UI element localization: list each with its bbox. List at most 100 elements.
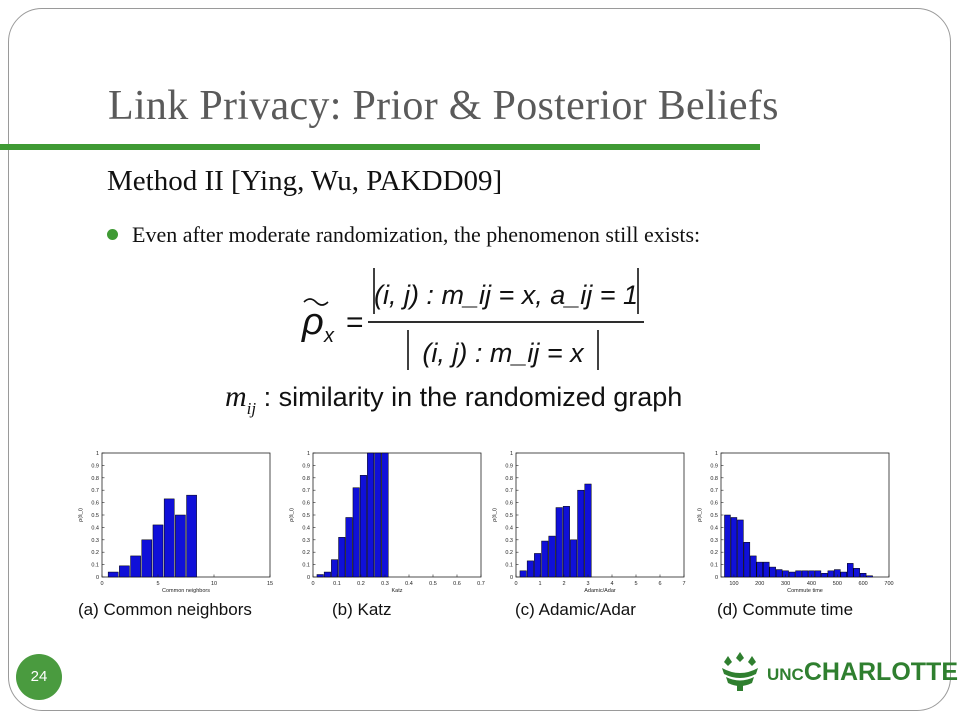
y-tick-label: 0.1 — [302, 563, 310, 569]
bar — [141, 539, 153, 578]
bar — [814, 570, 822, 578]
y-tick-label: 0.3 — [302, 538, 310, 544]
x-tick-label: 10 — [211, 581, 217, 587]
tilde-mark — [303, 298, 329, 306]
y-tick-label: 0.2 — [505, 550, 513, 556]
bar — [763, 561, 770, 578]
y-tick-label: 0.8 — [91, 476, 99, 482]
y-tick-label: 0.5 — [710, 513, 718, 519]
x-tick-label: 0.6 — [453, 581, 461, 587]
y-tick-label: 0.1 — [505, 563, 513, 569]
caption-commute-time: (d) Commute time — [717, 600, 854, 619]
plot-frame — [515, 452, 685, 578]
y-tick-label: 0.2 — [302, 550, 310, 556]
y-axis-label: ρ(ŝ_i) — [697, 508, 703, 522]
bar — [359, 475, 367, 578]
y-tick-label: 1 — [510, 451, 513, 457]
y-tick-label: 0.7 — [505, 488, 513, 494]
y-tick-label: 0.5 — [91, 513, 99, 519]
y-axis-label: ρ(ŝ_i) — [289, 508, 295, 522]
x-tick-label: 4 — [610, 581, 613, 587]
x-tick-label: 0.1 — [333, 581, 341, 587]
y-tick-label: 0.3 — [91, 538, 99, 544]
bar — [827, 570, 835, 578]
x-axis-label: Commute time — [787, 588, 823, 594]
caption-adamic-adar: (c) Adamic/Adar — [515, 600, 636, 619]
formula-equals: = — [346, 306, 364, 339]
y-tick-label: 0.7 — [302, 488, 310, 494]
y-tick-label: 0.6 — [91, 501, 99, 507]
y-tick-label: 0.8 — [710, 476, 718, 482]
slide-frame — [8, 8, 951, 711]
y-axis-label: ρ(ŝ_i) — [492, 508, 498, 522]
x-tick-label: 5 — [634, 581, 637, 587]
bar — [541, 540, 549, 578]
posterior-formula: ρ x = (i, j) : m_ij = x, a_ij = 1 (i, j)… — [301, 268, 644, 370]
bar — [795, 570, 802, 578]
bar — [381, 452, 389, 578]
bar — [769, 566, 776, 578]
unc-charlotte-logo: UNCCHARLOTTE — [718, 650, 958, 692]
bar — [323, 571, 331, 578]
x-tick-label: 3 — [586, 581, 589, 587]
y-tick-label: 0.7 — [710, 488, 718, 494]
x-tick-label: 0 — [100, 581, 103, 587]
bar — [519, 570, 527, 578]
y-tick-label: 0.8 — [505, 476, 513, 482]
bar — [750, 555, 757, 578]
y-tick-label: 0.3 — [710, 538, 718, 544]
caption-common-neighbors: (a) Common neighbors — [78, 600, 252, 619]
bullet-text: Even after moderate randomization, the p… — [132, 222, 701, 247]
x-tick-label: 200 — [755, 581, 764, 587]
formula-rho: ρ — [301, 301, 324, 343]
y-tick-label: 0.9 — [302, 463, 310, 469]
slide-subtitle: Method II [Ying, Wu, PAKDD09] — [107, 165, 503, 197]
bar — [562, 506, 570, 578]
x-tick-label: 6 — [658, 581, 661, 587]
bar — [186, 494, 197, 578]
y-tick-label: 0 — [96, 575, 99, 581]
caption-katz: (b) Katz — [332, 600, 392, 619]
x-axis-label: Common neighbors — [162, 588, 210, 594]
chart-commute-time: 100 200 300 400 500 600 700 0 0.1 0.2 0.3 0.4 0.5 0.6… — [697, 451, 894, 594]
y-tick-label: 0.8 — [302, 476, 310, 482]
x-tick-label: 7 — [682, 581, 685, 587]
bar — [555, 507, 563, 578]
bar — [352, 487, 360, 578]
x-tick-label: 0 — [514, 581, 517, 587]
chart-katz: 0 0.1 0.2 0.3 0.4 0.5 0.6 0.7 0 0.1 0.2 0.3 0.4 0.5 0.… — [289, 451, 485, 594]
y-tick-label: 0 — [715, 575, 718, 581]
formula-numerator: (i, j) : m_ij = x, a_ij = 1 — [374, 280, 638, 310]
x-tick-label: 0.7 — [477, 581, 485, 587]
bar — [367, 452, 375, 578]
bar — [724, 514, 731, 578]
y-tick-label: 0.1 — [91, 563, 99, 569]
bullet-icon — [107, 229, 118, 240]
bar — [866, 575, 873, 578]
y-tick-label: 0.7 — [91, 488, 99, 494]
x-axis-label: Katz — [391, 588, 402, 594]
bar — [374, 452, 382, 578]
x-tick-label: 300 — [781, 581, 790, 587]
bar — [331, 559, 339, 578]
bar — [730, 517, 738, 578]
y-tick-label: 0.9 — [505, 463, 513, 469]
y-tick-label: 0.6 — [710, 501, 718, 507]
bar — [570, 539, 578, 578]
bar — [548, 535, 556, 578]
page-number: 24 — [16, 654, 62, 700]
x-tick-label: 2 — [562, 581, 565, 587]
definition-subscript: ij — [246, 399, 257, 418]
chart-common-neighbors: 0 5 10 15 0 0.1 0.2 0.3 0.4 0.5 0.6 0.7 0.8 0.9 1 Commo… — [78, 451, 273, 594]
bar — [345, 517, 353, 578]
slide-title: Link Privacy: Prior & Posterior Beliefs — [108, 83, 779, 129]
y-tick-label: 0.5 — [505, 513, 513, 519]
bar — [584, 483, 592, 578]
plot-frame — [101, 452, 271, 578]
bar — [853, 568, 860, 578]
plot-frame — [312, 452, 482, 578]
bar — [840, 571, 847, 578]
x-tick-label: 15 — [267, 581, 273, 587]
x-tick-label: 600 — [859, 581, 868, 587]
bullet-item: Even after moderate randomization, the p… — [107, 222, 700, 248]
